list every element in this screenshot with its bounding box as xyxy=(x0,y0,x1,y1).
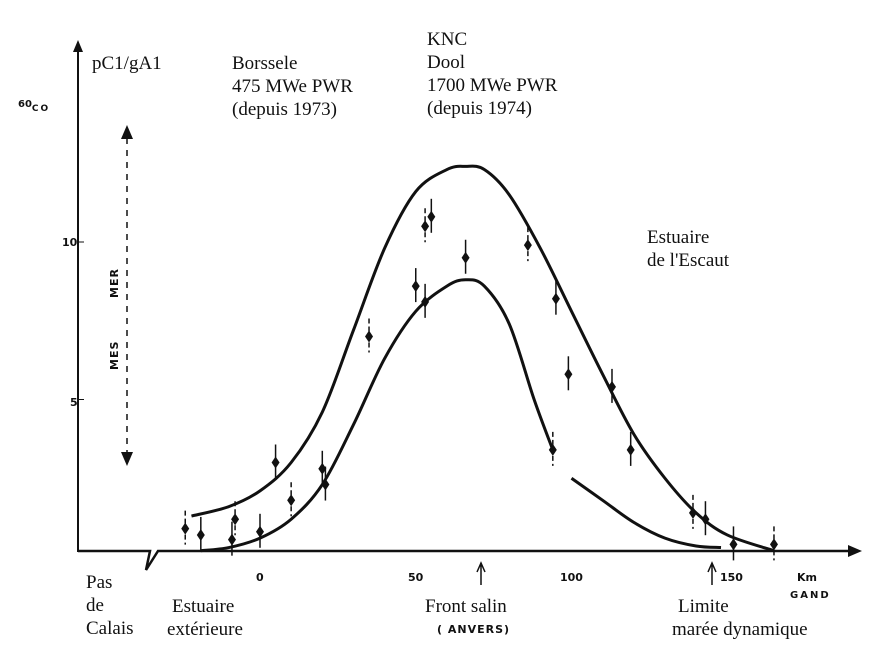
y-tick-10: 10 xyxy=(62,236,78,249)
knc-annotation: KNC Dool 1700 MWe PWR (depuis 1974) xyxy=(427,28,557,120)
gand-label: GAND xyxy=(790,590,831,601)
borssele-annotation: Borssele 475 MWe PWR (depuis 1973) xyxy=(232,52,353,121)
x-tick-50: 50 xyxy=(408,571,424,584)
isotope-label: 60CO xyxy=(18,99,51,114)
front-salin-arrow xyxy=(476,561,486,585)
knc-power: 1700 MWe PWR xyxy=(427,75,558,96)
borssele-since: (depuis 1973) xyxy=(232,99,338,120)
data-point xyxy=(421,220,430,233)
x-tick-100: 100 xyxy=(560,571,583,584)
data-point xyxy=(287,494,296,507)
data-point xyxy=(421,295,430,308)
limite-label: Limite marée dynamique xyxy=(672,595,808,641)
data-point xyxy=(231,513,240,526)
x-tick-0: 0 xyxy=(256,571,264,584)
curve-lower-envelope xyxy=(200,278,555,553)
x-axis xyxy=(78,549,848,571)
limite-line2: marée dynamique xyxy=(672,619,808,640)
data-point xyxy=(626,443,635,456)
data-point xyxy=(321,478,330,491)
estuaire-annotation: Estuaire de l'Escaut xyxy=(647,226,729,272)
data-point xyxy=(564,368,573,381)
data-point xyxy=(551,292,560,305)
knc-since: (depuis 1974) xyxy=(427,98,533,119)
anvers-label: ( ANVERS) xyxy=(437,623,511,636)
mer-label: MER xyxy=(108,268,121,298)
estuaire-exterieure-label: Estuaire extérieure xyxy=(167,595,243,641)
data-point xyxy=(196,528,205,541)
range-arrow-up xyxy=(121,125,133,139)
axes xyxy=(73,40,862,585)
data-point xyxy=(729,538,738,551)
data-point xyxy=(688,506,697,519)
range-arrow-down xyxy=(121,452,133,466)
pas-de-calais-label: Pas de Calais xyxy=(86,571,134,640)
data-point xyxy=(181,522,190,535)
mes-label: MES xyxy=(108,340,121,370)
data-point xyxy=(365,330,374,343)
isotope-symbol: CO xyxy=(31,104,51,114)
estuaire-line2: de l'Escaut xyxy=(647,250,730,271)
data-point xyxy=(427,210,436,223)
data-point xyxy=(318,462,327,475)
limite-arrow xyxy=(707,561,717,585)
borssele-power: 475 MWe PWR xyxy=(232,76,353,97)
y-tick-5: 5 xyxy=(70,396,78,409)
data-point xyxy=(548,443,557,456)
isotope-mass: 60 xyxy=(18,99,32,110)
y-axis-label: pC1/gA1 xyxy=(92,53,162,74)
data-point xyxy=(256,525,264,538)
data-point xyxy=(701,513,710,526)
ee-line1: Estuaire xyxy=(172,596,235,617)
x-tick-150: 150 xyxy=(720,571,743,584)
fs-line1: Front salin xyxy=(425,596,507,617)
knc-name: KNC xyxy=(427,29,468,50)
pdc-line3: Calais xyxy=(86,618,134,639)
data-point xyxy=(769,538,778,551)
curve-lower-envelope-tail xyxy=(570,477,722,550)
front-salin-label: Front salin ( ANVERS) xyxy=(425,595,510,641)
doel-name: Dool xyxy=(427,52,465,73)
data-point xyxy=(607,380,616,393)
curve-upper-envelope xyxy=(191,164,775,553)
data-point xyxy=(227,533,236,546)
curves xyxy=(191,164,775,553)
estuaire-line1: Estuaire xyxy=(647,227,710,248)
data-point xyxy=(411,280,420,293)
data-point xyxy=(271,456,280,469)
limite-line1: Limite xyxy=(678,596,729,617)
pdc-line1: Pas xyxy=(86,572,113,593)
ee-line2: extérieure xyxy=(167,619,243,640)
pdc-line2: de xyxy=(86,595,104,616)
data-point xyxy=(461,251,470,264)
data-point xyxy=(523,239,532,252)
x-axis-unit: Km xyxy=(797,571,817,584)
borssele-name: Borssele xyxy=(232,53,298,74)
y-axis-arrow xyxy=(73,40,83,52)
data-points xyxy=(181,198,778,561)
x-axis-arrow xyxy=(848,545,862,557)
